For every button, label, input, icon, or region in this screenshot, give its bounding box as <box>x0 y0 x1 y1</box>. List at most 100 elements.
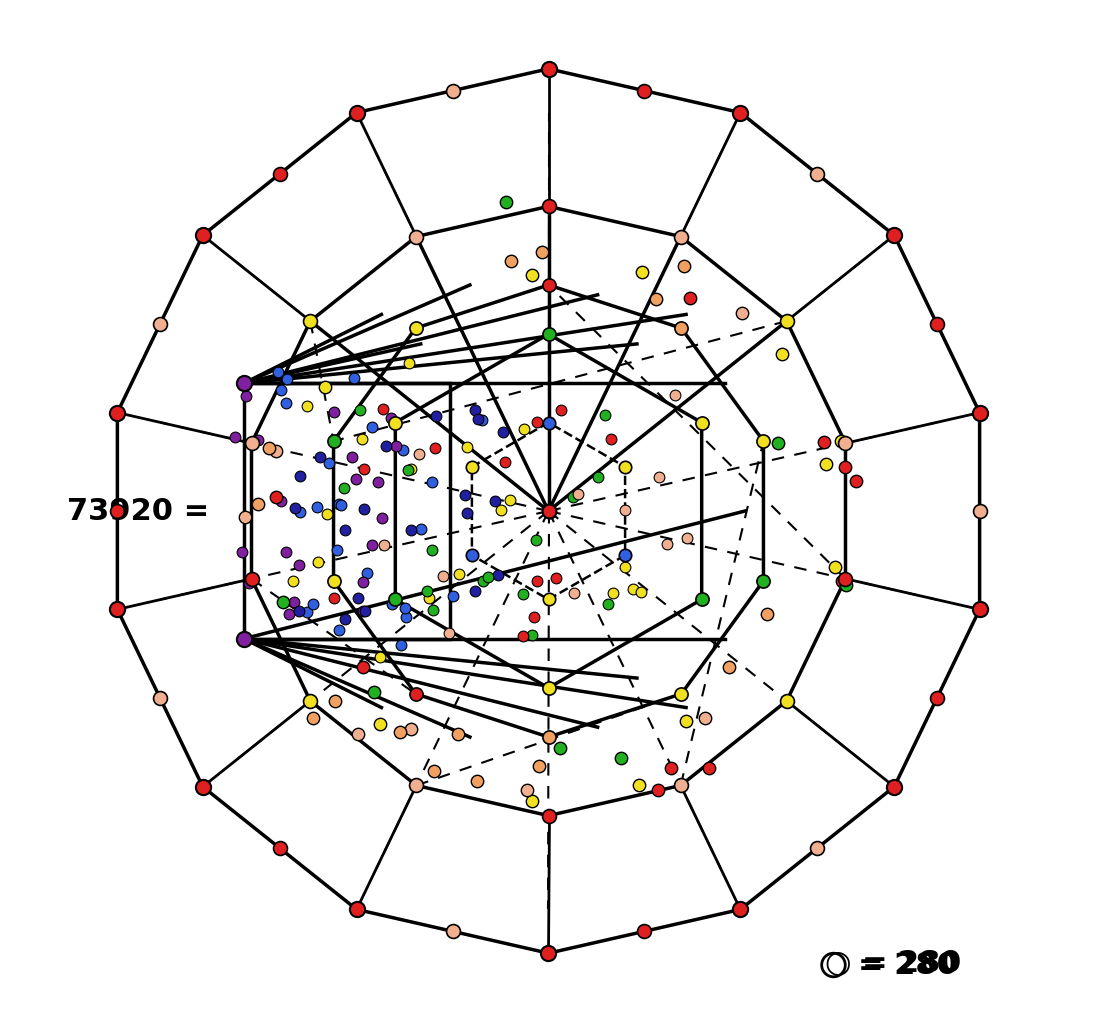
Point <box>226 428 244 445</box>
Point <box>336 521 353 538</box>
Point <box>395 442 412 458</box>
Point <box>428 408 445 424</box>
Point <box>733 305 750 321</box>
Point <box>408 228 426 244</box>
Point <box>312 449 329 465</box>
Point <box>387 438 405 455</box>
Point <box>281 606 298 622</box>
Point <box>540 414 557 430</box>
Point <box>272 382 290 399</box>
Point <box>194 227 212 243</box>
Point <box>459 439 476 456</box>
Point <box>450 565 467 582</box>
Point <box>773 346 791 363</box>
Point <box>330 621 348 638</box>
Point <box>402 721 419 737</box>
Point <box>332 497 350 513</box>
Point <box>489 567 507 584</box>
Point <box>274 594 292 610</box>
Point <box>847 473 864 490</box>
Point <box>382 410 399 426</box>
Point <box>318 506 336 522</box>
Point <box>542 505 559 521</box>
Point <box>617 558 634 574</box>
Point <box>473 412 490 428</box>
Point <box>816 434 834 451</box>
Point <box>466 583 484 599</box>
Point <box>355 501 373 517</box>
Point <box>354 659 372 676</box>
Point <box>671 778 689 794</box>
Point <box>279 371 296 387</box>
Point <box>612 750 630 766</box>
Point <box>422 474 440 491</box>
Point <box>463 547 480 563</box>
Text: $\bigcirc$ = 280: $\bigcirc$ = 280 <box>824 948 961 978</box>
Point <box>237 509 255 525</box>
Point <box>298 398 316 414</box>
Point <box>242 435 260 452</box>
Point <box>833 573 850 590</box>
Point <box>444 923 462 939</box>
Point <box>498 194 516 211</box>
Point <box>396 600 414 616</box>
Point <box>426 763 443 780</box>
Point <box>109 503 126 519</box>
Point <box>565 489 583 505</box>
Point <box>377 437 395 454</box>
Point <box>240 574 258 591</box>
Point <box>269 364 286 380</box>
Point <box>298 604 316 620</box>
Point <box>449 726 466 742</box>
Point <box>407 686 425 702</box>
Point <box>351 402 369 418</box>
Point <box>720 658 737 675</box>
Point <box>328 543 346 559</box>
Point <box>778 313 795 329</box>
Point <box>523 626 541 643</box>
Point <box>468 773 486 789</box>
Point <box>808 166 826 182</box>
Point <box>304 596 321 612</box>
Point <box>343 449 361 465</box>
Point <box>426 439 443 456</box>
Point <box>285 594 303 610</box>
Point <box>400 355 418 371</box>
Point <box>348 104 365 121</box>
Point <box>420 591 438 607</box>
Point <box>479 569 497 586</box>
Point <box>519 782 536 798</box>
Point <box>676 259 693 275</box>
Point <box>837 435 855 452</box>
Point <box>349 726 366 742</box>
Point <box>291 557 308 573</box>
Point <box>347 470 364 486</box>
Point <box>383 596 400 612</box>
Point <box>423 542 441 558</box>
Point <box>403 521 420 538</box>
Point <box>470 411 487 427</box>
Point <box>837 570 855 587</box>
Point <box>399 462 417 478</box>
Point <box>971 503 988 519</box>
Point <box>363 419 381 435</box>
Point <box>928 690 946 706</box>
Point <box>635 83 653 99</box>
Point <box>617 459 634 475</box>
Point <box>501 253 519 270</box>
Point <box>885 779 903 795</box>
Point <box>325 404 342 420</box>
Point <box>547 570 565 587</box>
Point <box>540 326 557 342</box>
Point <box>444 588 462 604</box>
Point <box>533 244 551 261</box>
Point <box>353 431 371 448</box>
Point <box>350 590 367 606</box>
Point <box>284 572 302 589</box>
Point <box>529 573 546 590</box>
Point <box>769 434 787 451</box>
Point <box>600 596 618 612</box>
Point <box>330 496 348 512</box>
Point <box>151 690 169 706</box>
Point <box>434 568 452 585</box>
